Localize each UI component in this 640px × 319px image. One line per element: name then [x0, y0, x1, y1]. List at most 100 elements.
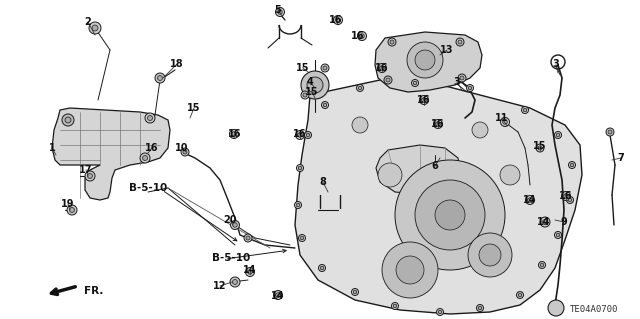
Circle shape — [248, 270, 252, 274]
Circle shape — [230, 277, 240, 287]
Circle shape — [301, 71, 329, 99]
Text: 7: 7 — [618, 153, 625, 163]
Circle shape — [393, 304, 397, 308]
Text: 5: 5 — [275, 5, 282, 15]
Text: 1: 1 — [49, 143, 56, 153]
Circle shape — [378, 63, 387, 72]
Circle shape — [320, 266, 324, 270]
Circle shape — [548, 300, 564, 316]
Circle shape — [528, 198, 532, 202]
Circle shape — [276, 293, 280, 297]
Text: 16: 16 — [417, 95, 431, 105]
Text: 19: 19 — [61, 199, 75, 209]
Circle shape — [353, 290, 356, 294]
Text: 16: 16 — [559, 191, 573, 201]
Circle shape — [570, 163, 573, 167]
Circle shape — [384, 76, 392, 84]
Circle shape — [85, 171, 95, 181]
Text: 9: 9 — [561, 217, 568, 227]
Text: 14: 14 — [537, 217, 551, 227]
Circle shape — [438, 310, 442, 314]
Circle shape — [230, 220, 239, 229]
Circle shape — [321, 64, 329, 72]
Circle shape — [319, 264, 326, 271]
Polygon shape — [52, 108, 170, 200]
Text: 15: 15 — [188, 103, 201, 113]
Circle shape — [388, 38, 396, 46]
Circle shape — [415, 50, 435, 70]
Polygon shape — [376, 145, 460, 194]
Text: TE04A0700: TE04A0700 — [570, 306, 618, 315]
Circle shape — [556, 133, 560, 137]
Circle shape — [183, 150, 187, 154]
Circle shape — [500, 165, 520, 185]
Circle shape — [415, 180, 485, 250]
Text: 16: 16 — [431, 119, 445, 129]
Circle shape — [155, 73, 165, 83]
Circle shape — [503, 120, 508, 124]
Text: 8: 8 — [319, 177, 326, 187]
Text: 17: 17 — [79, 165, 93, 175]
Circle shape — [303, 93, 307, 97]
Circle shape — [232, 279, 237, 285]
Circle shape — [352, 117, 368, 133]
Circle shape — [333, 16, 342, 25]
Circle shape — [568, 161, 575, 168]
Text: 14: 14 — [271, 291, 285, 301]
Circle shape — [433, 120, 442, 129]
Circle shape — [407, 42, 443, 78]
Text: 10: 10 — [175, 143, 189, 153]
Circle shape — [516, 292, 524, 299]
Circle shape — [386, 78, 390, 82]
Circle shape — [351, 288, 358, 295]
Circle shape — [336, 18, 340, 22]
Text: 2: 2 — [84, 17, 92, 27]
Circle shape — [477, 305, 483, 311]
Text: 20: 20 — [223, 215, 237, 225]
Circle shape — [538, 146, 542, 150]
Polygon shape — [375, 32, 482, 92]
Circle shape — [92, 25, 98, 31]
Circle shape — [181, 148, 189, 156]
Circle shape — [305, 131, 312, 138]
Text: 3: 3 — [454, 77, 460, 87]
Text: FR.: FR. — [84, 286, 104, 296]
Circle shape — [307, 77, 323, 93]
Circle shape — [244, 234, 252, 242]
Circle shape — [412, 79, 419, 86]
Circle shape — [561, 191, 570, 201]
Circle shape — [143, 155, 147, 160]
Circle shape — [307, 133, 310, 137]
Circle shape — [89, 22, 101, 34]
Text: 13: 13 — [440, 45, 454, 55]
Text: B-5-10: B-5-10 — [129, 183, 167, 193]
Text: 4: 4 — [307, 77, 314, 87]
Circle shape — [296, 130, 305, 139]
Polygon shape — [295, 80, 582, 314]
Circle shape — [298, 234, 305, 241]
Text: 16: 16 — [228, 129, 242, 139]
Text: 3: 3 — [552, 59, 559, 69]
Circle shape — [67, 205, 77, 215]
Text: 15: 15 — [305, 87, 319, 97]
Circle shape — [392, 302, 399, 309]
Circle shape — [62, 114, 74, 126]
Circle shape — [456, 38, 464, 46]
Text: 11: 11 — [495, 113, 509, 123]
Circle shape — [157, 76, 163, 80]
Circle shape — [540, 263, 544, 267]
Circle shape — [390, 40, 394, 44]
Circle shape — [296, 165, 303, 172]
Circle shape — [246, 236, 250, 240]
Circle shape — [536, 144, 544, 152]
Circle shape — [356, 85, 364, 92]
Circle shape — [554, 131, 561, 138]
Circle shape — [382, 242, 438, 298]
Circle shape — [606, 128, 614, 136]
Text: 16: 16 — [351, 31, 365, 41]
Circle shape — [298, 133, 302, 137]
Circle shape — [298, 166, 301, 170]
Text: 16: 16 — [293, 129, 307, 139]
Circle shape — [538, 262, 545, 269]
Text: 14: 14 — [524, 195, 537, 205]
